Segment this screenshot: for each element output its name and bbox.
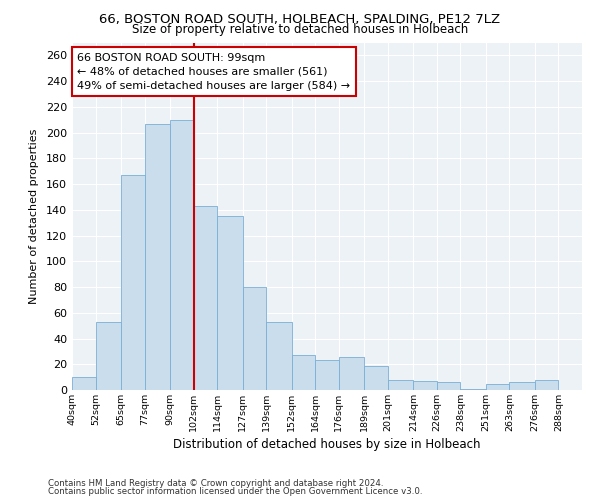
Bar [217, 216, 242, 390]
Text: Size of property relative to detached houses in Holbeach: Size of property relative to detached ho… [132, 22, 468, 36]
Bar [266, 322, 292, 390]
Text: 66 BOSTON ROAD SOUTH: 99sqm
← 48% of detached houses are smaller (561)
49% of se: 66 BOSTON ROAD SOUTH: 99sqm ← 48% of det… [77, 53, 350, 91]
Text: Contains public sector information licensed under the Open Government Licence v3: Contains public sector information licen… [48, 487, 422, 496]
Bar [509, 382, 535, 390]
Bar [242, 287, 266, 390]
Bar [170, 120, 194, 390]
Bar [460, 388, 486, 390]
Text: Contains HM Land Registry data © Crown copyright and database right 2024.: Contains HM Land Registry data © Crown c… [48, 479, 383, 488]
Bar [145, 124, 170, 390]
Bar [535, 380, 559, 390]
Bar [315, 360, 339, 390]
Bar [437, 382, 460, 390]
Y-axis label: Number of detached properties: Number of detached properties [29, 128, 39, 304]
Bar [388, 380, 413, 390]
Bar [486, 384, 509, 390]
Bar [95, 322, 121, 390]
Bar [194, 206, 217, 390]
Bar [364, 366, 388, 390]
Bar [339, 356, 364, 390]
Bar [292, 355, 315, 390]
Bar [72, 377, 95, 390]
Bar [121, 175, 145, 390]
Bar [413, 381, 437, 390]
X-axis label: Distribution of detached houses by size in Holbeach: Distribution of detached houses by size … [173, 438, 481, 451]
Text: 66, BOSTON ROAD SOUTH, HOLBEACH, SPALDING, PE12 7LZ: 66, BOSTON ROAD SOUTH, HOLBEACH, SPALDIN… [100, 12, 500, 26]
